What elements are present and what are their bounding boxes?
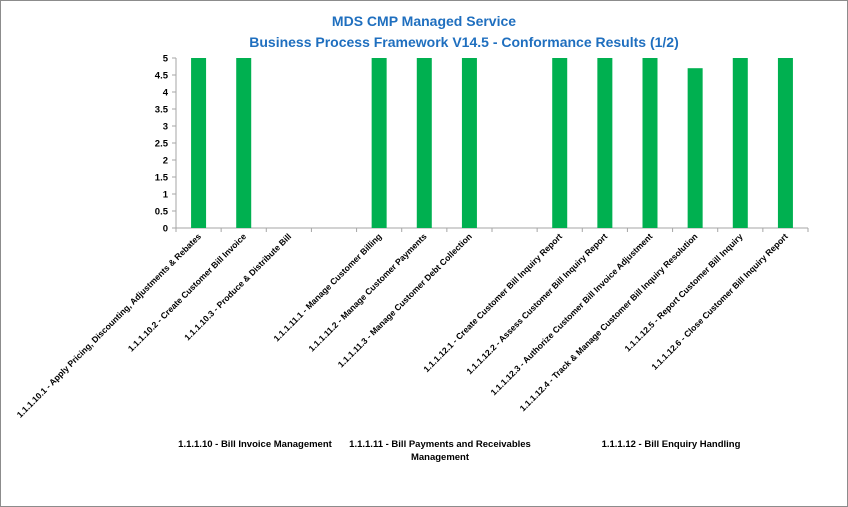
bar (371, 58, 387, 228)
chart-title: MDS CMP Managed Service (332, 13, 516, 29)
bar (191, 58, 207, 228)
y-tick-label: 3.5 (155, 105, 169, 116)
bar (236, 58, 252, 228)
bar (552, 58, 568, 228)
y-tick-label: 0.5 (155, 207, 169, 218)
bars (191, 58, 793, 228)
bar (777, 58, 793, 228)
y-tick-label: 3 (163, 122, 168, 133)
y-tick-label: 2 (163, 156, 168, 167)
y-tick-label: 5 (163, 54, 169, 65)
bar (642, 58, 658, 228)
group-label: Management (411, 452, 470, 463)
category-label: 1.1.1.10.1 - Apply Pricing, Discounting,… (15, 231, 203, 419)
category-label: 1.1.1.12.4 - Track & Manage Customer Bil… (518, 231, 700, 413)
y-tick-label: 1.5 (155, 173, 169, 184)
x-axis (175, 227, 809, 232)
bar (461, 58, 477, 228)
y-axis: 0 0.5 1 1.5 2 2.5 3 3.5 4 4.5 5 (155, 54, 177, 235)
bar (416, 58, 432, 228)
category-label: 1.1.1.12.3 - Authorize Customer Bill Inv… (488, 231, 654, 397)
y-tick-label: 4 (163, 88, 169, 99)
chart-subtitle: Business Process Framework V14.5 - Confo… (249, 34, 679, 50)
bar (687, 68, 703, 228)
y-tick-label: 0 (163, 224, 168, 235)
group-label: 1.1.1.11 - Bill Payments and Receivables (349, 439, 531, 450)
group-labels: 1.1.1.10 - Bill Invoice Management 1.1.1.… (178, 439, 740, 463)
group-label: 1.1.1.10 - Bill Invoice Management (178, 439, 332, 450)
y-tick-label: 1 (163, 190, 169, 201)
y-tick-label: 2.5 (155, 139, 169, 150)
bar (597, 58, 613, 228)
group-label: 1.1.1.12 - Bill Enquiry Handling (602, 439, 741, 450)
y-tick-label: 4.5 (155, 71, 169, 82)
bar (732, 58, 748, 228)
category-labels: 1.1.1.10.1 - Apply Pricing, Discounting,… (15, 231, 790, 419)
